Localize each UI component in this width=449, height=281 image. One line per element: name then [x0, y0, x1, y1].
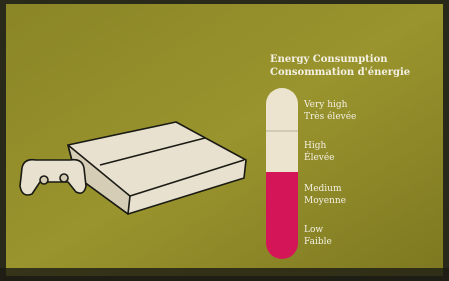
level-label: Medium: [304, 184, 342, 194]
gauge-empty: [266, 88, 298, 172]
title: Energy Consumption: [270, 54, 388, 65]
level-label: Low: [304, 225, 323, 235]
panel-background: [6, 4, 443, 276]
level-label: High: [304, 141, 326, 151]
level-label-fr: Faible: [304, 237, 332, 247]
level-label-fr: Moyenne: [304, 196, 346, 206]
photo-edge-bottom: [0, 268, 449, 281]
level-label-fr: Très élevée: [304, 111, 356, 122]
panel-photo: Energy Consumption Consommation d'énergi…: [0, 0, 449, 281]
page: {"panel": {"title": "Energy Consumption"…: [0, 0, 449, 281]
gauge-fill: [266, 172, 298, 259]
level-label-fr: Élevée: [304, 151, 335, 163]
subtitle: Consommation d'énergie: [270, 67, 410, 78]
level-label: Very high: [303, 100, 348, 110]
gauge: [266, 88, 298, 259]
